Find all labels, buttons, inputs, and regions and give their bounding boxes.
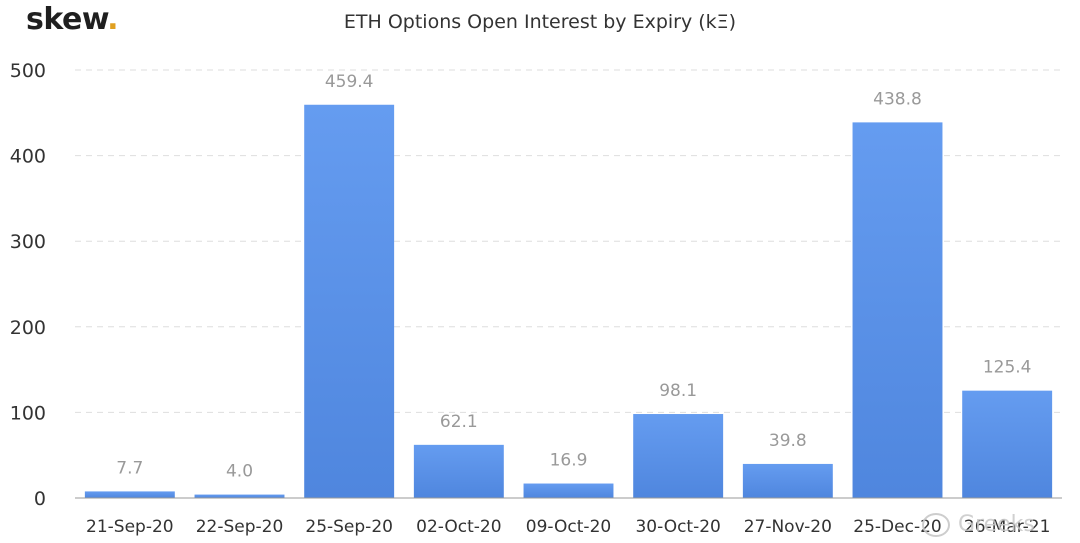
y-tick-label: 300 xyxy=(10,231,46,253)
y-tick-label: 100 xyxy=(10,402,46,424)
x-tick-label: 27-Nov-20 xyxy=(744,517,832,537)
bar xyxy=(633,414,724,498)
data-label: 39.8 xyxy=(769,431,807,451)
y-axis-ticks: 0 100 200 300 400 500 xyxy=(10,60,46,510)
bar xyxy=(742,463,833,498)
x-tick-label: 30-Oct-20 xyxy=(635,517,720,537)
x-tick-label: 09-Oct-20 xyxy=(526,517,611,537)
data-label: 62.1 xyxy=(440,412,478,432)
data-label: 16.9 xyxy=(550,451,588,471)
x-tick-label: 25-Sep-20 xyxy=(305,517,393,537)
data-label: 98.1 xyxy=(659,381,697,401)
bars xyxy=(84,104,1053,498)
data-label: 438.8 xyxy=(873,89,922,109)
x-tick-label: 21-Sep-20 xyxy=(86,517,174,537)
skew-logo: skew. xyxy=(26,2,119,37)
x-tick-label: 25-Dec-20 xyxy=(853,517,941,537)
bar xyxy=(962,390,1053,498)
bar xyxy=(194,494,285,498)
watermark: Greeks xyxy=(922,512,1035,537)
bar xyxy=(304,104,395,498)
x-tick-label: 02-Oct-20 xyxy=(416,517,501,537)
y-tick-label: 200 xyxy=(10,317,46,339)
bar xyxy=(852,122,943,498)
wechat-icon xyxy=(922,513,950,537)
bar xyxy=(413,444,504,498)
chart-title: ETH Options Open Interest by Expiry (kΞ) xyxy=(343,11,737,33)
y-tick-label: 500 xyxy=(10,60,46,82)
x-tick-label: 22-Sep-20 xyxy=(196,517,284,537)
data-labels: 7.7 4.0 459.4 62.1 16.9 98.1 39.8 438.8 125.4 xyxy=(116,72,1031,482)
y-tick-label: 400 xyxy=(10,146,46,168)
x-axis-ticks: 21-Sep-20 22-Sep-20 25-Sep-20 02-Oct-20 09-O… xyxy=(86,517,1050,537)
bar xyxy=(523,483,614,498)
x-tick-label: 26-Mar-21 xyxy=(964,517,1051,537)
data-label: 459.4 xyxy=(325,72,374,92)
y-tick-label: 0 xyxy=(34,488,46,510)
bar xyxy=(84,491,175,498)
data-label: 7.7 xyxy=(116,458,143,478)
data-label: 125.4 xyxy=(983,358,1032,378)
data-label: 4.0 xyxy=(226,462,253,482)
